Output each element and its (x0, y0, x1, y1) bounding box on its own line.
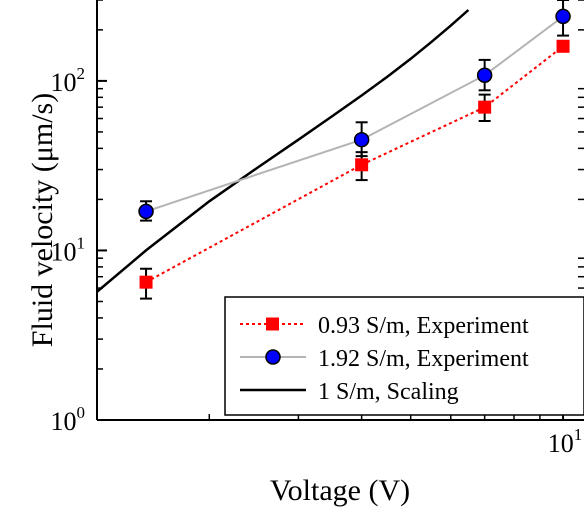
series-093-point (355, 158, 369, 172)
y-tick-label: 101 (51, 233, 86, 266)
series-093-point (139, 275, 153, 289)
series-093-point (556, 39, 570, 53)
y-tick-base: 10 (51, 407, 77, 436)
x-tick-base: 10 (548, 429, 574, 458)
y-tick-exponent: 2 (77, 64, 86, 83)
series-093-line (145, 45, 564, 284)
x-tick-label: 101 (548, 425, 583, 458)
series-192-point (138, 203, 154, 220)
scaling-series-line (97, 9, 470, 293)
x-tick-exponent: 1 (574, 425, 583, 444)
y-axis-label: Fluid velocity (μm/s) (26, 93, 59, 347)
data-layer (97, 0, 571, 300)
y-tick-exponent: 0 (77, 403, 86, 422)
series-192-point (555, 8, 571, 25)
series-192-point (353, 131, 370, 148)
y-tick-label: 102 (51, 64, 86, 97)
series-093-point (478, 100, 492, 114)
y-tick-label: 100 (51, 403, 86, 436)
legend-marker-circle (265, 349, 281, 365)
legend: 0.93 S/m, Experiment 1.92 S/m, Experiment… (224, 296, 584, 416)
legend-label: 1.92 S/m, Experiment (318, 346, 529, 372)
y-tick-base: 10 (51, 68, 77, 97)
y-tick-exponent: 1 (77, 233, 86, 252)
series-192-point (476, 67, 493, 83)
y-tick-base: 10 (51, 237, 77, 266)
legend-marker-square (266, 317, 279, 331)
series-192-line (145, 15, 564, 213)
legend-label: 0.93 S/m, Experiment (318, 313, 529, 339)
x-axis-label: Voltage (V) (270, 474, 410, 507)
legend-label: 1 S/m, Scaling (318, 379, 459, 405)
